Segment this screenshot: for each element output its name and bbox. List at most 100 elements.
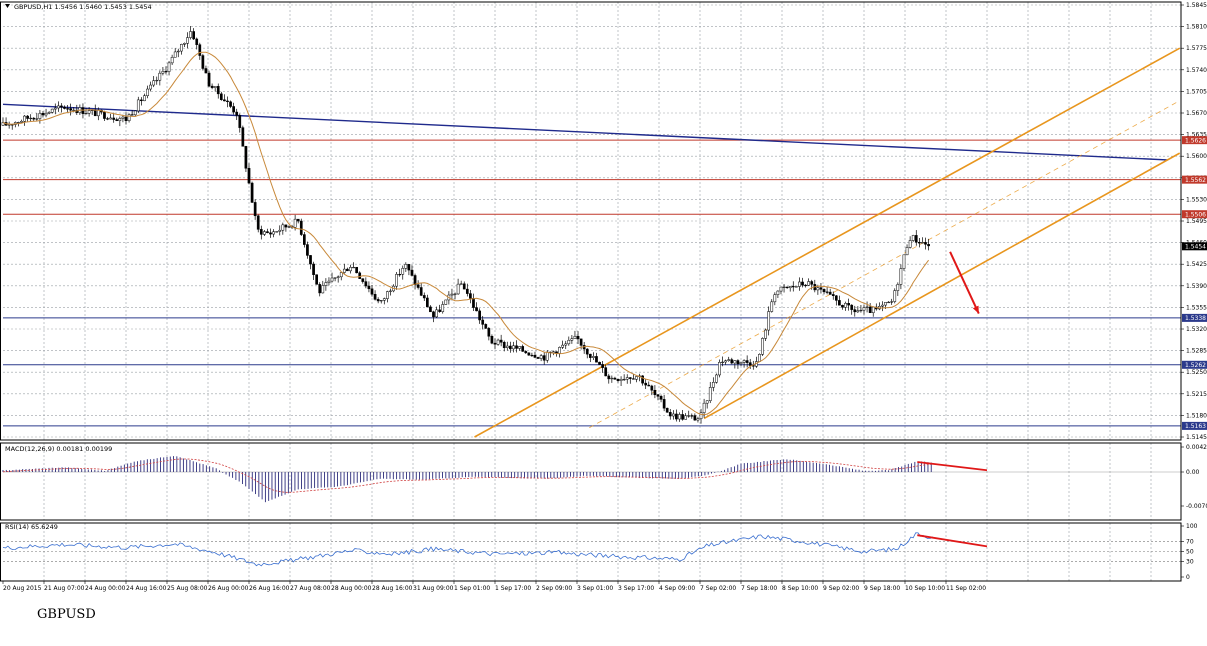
price-tick-label: 1.5775 — [1186, 45, 1207, 52]
candle-body — [635, 376, 638, 380]
candle-body — [773, 294, 777, 303]
candle-body — [841, 304, 844, 308]
candle-body — [576, 335, 580, 340]
price-tick-label: 1.5285 — [1186, 348, 1207, 355]
candle-body — [121, 116, 125, 119]
time-tick-label: 8 Sep 10:00 — [782, 585, 818, 592]
time-tick-label: 25 Aug 08:00 — [167, 585, 208, 592]
candle-body — [650, 385, 654, 391]
macd-layer — [2, 456, 1181, 503]
candle-body — [281, 224, 285, 231]
candle-body — [450, 293, 454, 296]
candle-body — [216, 86, 220, 95]
candle-body — [887, 301, 890, 304]
time-tick-label: 3 Sep 17:00 — [618, 585, 654, 592]
candle-body — [518, 346, 521, 349]
candle-body — [93, 109, 97, 117]
candle-body — [229, 101, 232, 107]
candle-body — [35, 118, 39, 120]
main-chart-title: GBPUSD,H1 1.5456 1.5460 1.5453 1.5454 — [14, 3, 152, 11]
panel-frame — [0, 522, 1182, 582]
candle-body — [69, 108, 73, 111]
rsi-tick-label: 100 — [1186, 523, 1198, 530]
price-tick-label: 1.5845 — [1186, 2, 1207, 9]
candle-body — [905, 247, 909, 256]
candle-body — [213, 86, 217, 88]
candle-body — [379, 300, 383, 302]
candle-body — [795, 286, 798, 288]
candle-body — [81, 107, 85, 114]
price-label-box-support — [1182, 360, 1207, 369]
candle-body — [834, 295, 838, 301]
candle-body — [868, 306, 872, 313]
candle-body — [201, 55, 205, 69]
candle-body — [155, 79, 159, 82]
candle-body — [429, 306, 432, 313]
rsi-tick-label: 0 — [1186, 574, 1190, 581]
candle-body — [29, 117, 33, 120]
price-label-box-support — [1182, 313, 1207, 322]
candle-body — [644, 382, 648, 386]
candle-body — [318, 284, 322, 294]
candle-body — [198, 44, 202, 56]
candle-body — [690, 415, 694, 417]
candle-body — [598, 361, 601, 365]
candle-body — [668, 412, 672, 417]
candle-body — [770, 301, 774, 312]
time-tick-label: 24 Aug 16:00 — [126, 585, 167, 592]
channel-median-line — [589, 100, 1180, 429]
candle-body — [881, 304, 884, 307]
candle-body — [791, 286, 795, 288]
candle-body — [496, 339, 500, 345]
candle-body — [856, 310, 860, 313]
candle-body — [382, 298, 386, 301]
candle-body — [911, 235, 915, 241]
candle-body — [801, 281, 804, 286]
candle-body — [269, 232, 272, 235]
price-tick-label: 1.5180 — [1186, 412, 1207, 419]
candle-body — [487, 328, 491, 337]
time-tick-label: 24 Aug 00:00 — [85, 585, 126, 592]
rsi-divergence-line — [917, 534, 988, 548]
time-tick-label: 2 Sep 09:00 — [536, 585, 572, 592]
candle-body — [259, 229, 263, 235]
candle-body — [140, 99, 143, 102]
candle-body — [210, 85, 214, 88]
candle-body — [53, 107, 57, 110]
candle-body — [161, 71, 165, 74]
candle-body — [303, 234, 306, 245]
candle-body — [312, 263, 315, 275]
macd-tick-label: 0.00 — [1186, 469, 1200, 476]
candle-body — [407, 264, 411, 271]
channel-lower-line — [703, 152, 1181, 420]
candle-body — [60, 105, 63, 108]
price-label-current: 1.5454 — [1185, 244, 1206, 251]
candle-body — [539, 355, 543, 359]
candle-body — [349, 266, 352, 272]
candle-body — [426, 297, 429, 308]
price-label-box-current — [1182, 242, 1207, 251]
candle-body — [844, 303, 847, 308]
candle-body — [124, 116, 128, 121]
trend-layer — [2, 47, 1181, 438]
candle-body — [708, 387, 712, 401]
price-label-support: 1.5163 — [1185, 423, 1206, 430]
price-label-support: 1.5338 — [1185, 315, 1206, 322]
candle-body — [133, 110, 137, 116]
time-tick-label: 28 Aug 16:00 — [372, 585, 413, 592]
candle-body — [831, 294, 835, 297]
candle-body — [838, 300, 841, 306]
candle-body — [865, 306, 869, 308]
candle-body — [441, 304, 445, 312]
candle-body — [647, 384, 651, 387]
candle-body — [715, 374, 718, 383]
price-tick-label: 1.5705 — [1186, 88, 1207, 95]
candle-body — [361, 278, 365, 282]
price-tick-label: 1.5495 — [1186, 218, 1207, 225]
macd-divergence-line — [917, 461, 988, 472]
candle-body — [730, 359, 734, 364]
price-label-box-resistance — [1182, 136, 1207, 145]
candle-body — [641, 375, 644, 384]
